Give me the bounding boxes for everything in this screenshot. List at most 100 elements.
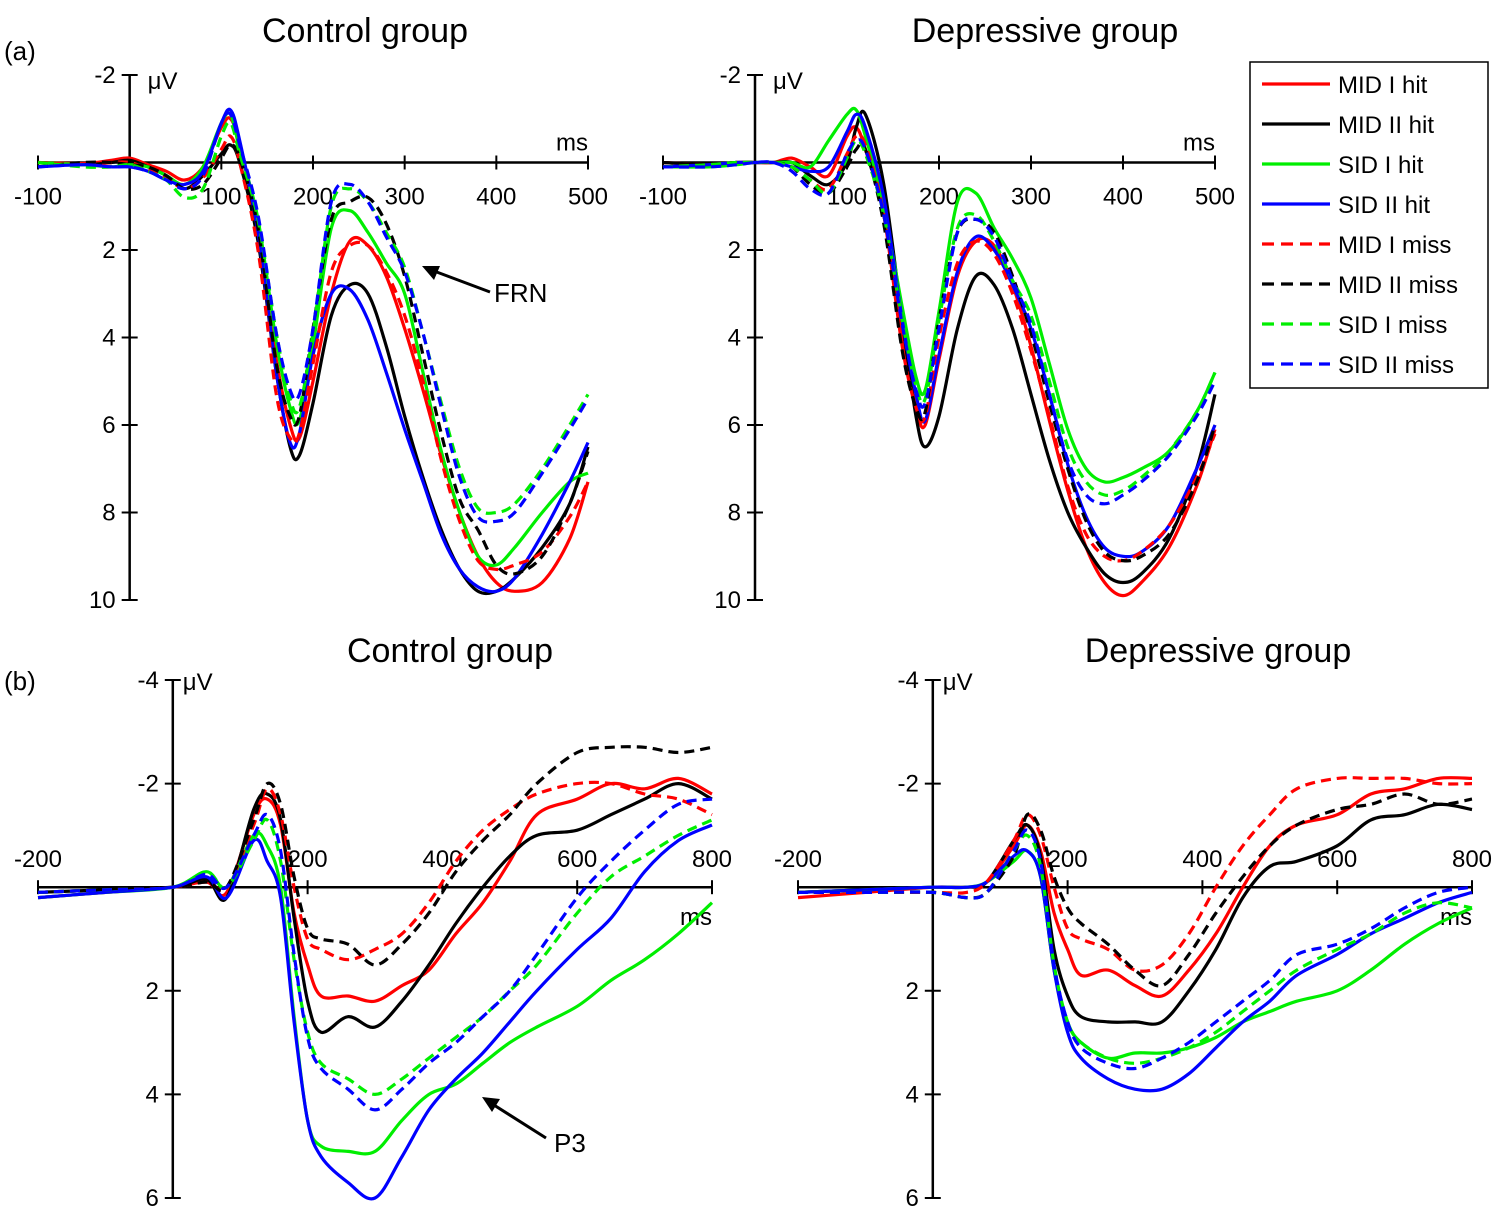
y-tick-label: -2 <box>137 771 158 798</box>
series-line-sid-ii-miss <box>37 797 713 1112</box>
y-tick-label: -2 <box>720 62 741 89</box>
x-tick-label: 400 <box>1103 184 1143 211</box>
p3-arrow-line <box>485 1098 547 1140</box>
x-tick-label: 200 <box>1048 846 1088 873</box>
y-tick-label: -4 <box>137 667 158 694</box>
p3-annotation: P3 <box>482 1097 586 1158</box>
chart-b-depressive: Depressive group -200 200 400 600 800 -4 -2 2 4 6 μ… <box>774 632 1492 1212</box>
legend: MID I hit MID II hit SID I hit SID II hit MI… <box>1249 61 1489 389</box>
series-line-sid-i-miss <box>37 120 590 515</box>
chart-a-control: Control group -100 100 200 300 400 500 -2 2 4 6 8 10… <box>14 12 608 614</box>
legend-box <box>1249 61 1489 389</box>
x-tick-label: 600 <box>1317 846 1357 873</box>
chart-title-a-control: Control group <box>262 12 468 50</box>
p3-label: P3 <box>554 1128 586 1158</box>
series-line-mid-ii-miss <box>37 745 713 967</box>
y-tick-label: 4 <box>102 325 115 352</box>
series-line-sid-i-miss <box>37 817 713 1096</box>
y-tick-label: 6 <box>102 412 115 439</box>
legend-label: SID II miss <box>1338 352 1454 379</box>
chart-title-a-depressive: Depressive group <box>912 12 1178 50</box>
x-tick-label: 500 <box>1195 184 1235 211</box>
x-tick-label: 200 <box>919 184 959 211</box>
legend-label: MID II hit <box>1338 112 1434 139</box>
y-tick-label: 4 <box>905 1081 918 1108</box>
series-line-mid-i-miss <box>37 780 713 962</box>
x-tick-label: 200 <box>293 184 333 211</box>
y-tick-label: 10 <box>714 587 741 614</box>
y-tick-label: 2 <box>102 237 115 264</box>
series-line-sid-ii-miss <box>797 828 1473 1071</box>
series-line-mid-ii-hit <box>37 143 590 596</box>
p3-arrow-head <box>482 1097 500 1112</box>
series-line-mid-ii-hit <box>37 782 713 1034</box>
y-tick-label: 6 <box>905 1185 918 1212</box>
y-tick-label: 2 <box>145 978 158 1005</box>
series-line-mid-i-miss <box>37 134 590 572</box>
y-tick-label: -4 <box>897 667 918 694</box>
y-unit-label: μV <box>148 68 178 95</box>
x-tick-label: 800 <box>692 846 732 873</box>
y-unit-label: μV <box>183 669 213 696</box>
y-tick-label: 6 <box>145 1185 158 1212</box>
x-tick-label: -200 <box>774 846 822 873</box>
legend-label: SID I hit <box>1338 152 1424 179</box>
series-line-mid-ii-miss <box>37 143 590 576</box>
frn-arrow-head <box>422 266 440 280</box>
y-tick-label: 4 <box>145 1081 158 1108</box>
y-tick-label: 10 <box>89 587 116 614</box>
y-tick-label: -2 <box>94 62 115 89</box>
x-tick-label: 300 <box>1011 184 1051 211</box>
chart-title-b-depressive: Depressive group <box>1085 632 1351 670</box>
series-line-sid-ii-hit <box>37 107 590 594</box>
x-tick-label: -100 <box>639 184 687 211</box>
y-tick-label: -2 <box>897 771 918 798</box>
legend-label: SID I miss <box>1338 312 1447 339</box>
x-unit-label: ms <box>556 130 588 157</box>
x-tick-label: 400 <box>476 184 516 211</box>
x-tick-label: 600 <box>557 846 597 873</box>
frn-annotation: FRN <box>422 266 547 308</box>
x-tick-label: 300 <box>385 184 425 211</box>
series-line-mid-i-miss <box>797 776 1473 973</box>
series-line-sid-i-miss <box>797 833 1473 1065</box>
series-line-sid-ii-hit <box>37 823 713 1201</box>
x-tick-label: 800 <box>1452 846 1492 873</box>
y-tick-label: 4 <box>728 325 741 352</box>
series-line-sid-i-hit <box>797 848 1473 1061</box>
series-line-sid-ii-miss <box>662 138 1217 506</box>
series-line-mid-ii-hit <box>662 109 1217 585</box>
x-unit-label: ms <box>1183 130 1215 157</box>
x-tick-label: 200 <box>288 846 328 873</box>
y-unit-label: μV <box>943 669 973 696</box>
x-tick-label: 400 <box>1182 846 1222 873</box>
series-line-sid-ii-miss <box>37 111 590 524</box>
series-line-sid-i-miss <box>662 138 1217 497</box>
series-line-mid-ii-hit <box>797 802 1473 1026</box>
legend-label: MID I miss <box>1338 232 1451 259</box>
y-tick-label: 8 <box>102 500 115 527</box>
x-tick-label: 100 <box>201 184 241 211</box>
chart-a-depressive: Depressive group-100 100 200 300 400 500-2246… <box>639 12 1235 614</box>
panel-label-b: (b) <box>4 666 36 696</box>
y-tick-label: 2 <box>728 237 741 264</box>
series-line-sid-i-hit <box>662 106 1217 484</box>
frn-label: FRN <box>494 278 547 308</box>
x-tick-label: -200 <box>14 846 62 873</box>
y-tick-label: 6 <box>728 412 741 439</box>
x-tick-label: 500 <box>568 184 608 211</box>
chart-title-b-control: Control group <box>347 632 553 670</box>
series-line-mid-i-hit <box>37 776 713 1004</box>
panel-label-a: (a) <box>4 36 36 66</box>
x-tick-label: -100 <box>14 184 62 211</box>
legend-label: SID II hit <box>1338 192 1430 219</box>
series-line-sid-i-hit <box>37 831 714 1156</box>
y-tick-label: 2 <box>905 978 918 1005</box>
legend-label: MID I hit <box>1338 72 1428 99</box>
y-unit-label: μV <box>773 68 803 95</box>
y-tick-label: 8 <box>728 500 741 527</box>
series-line-sid-ii-hit <box>797 847 1473 1093</box>
legend-label: MID II miss <box>1338 272 1458 299</box>
